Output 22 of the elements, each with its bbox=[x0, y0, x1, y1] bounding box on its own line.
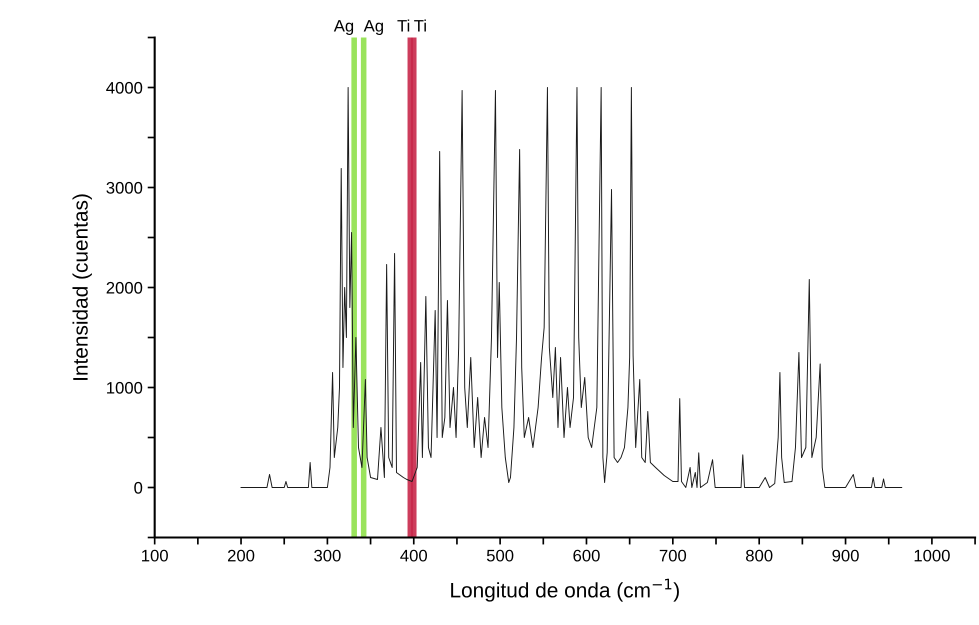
ref-line-label: Ag bbox=[334, 20, 354, 35]
y-tick-label: 2000 bbox=[106, 282, 142, 294]
x-tick-label: 800 bbox=[746, 550, 772, 562]
y-tick-label: 0 bbox=[134, 482, 142, 494]
x-tick-label: 1000 bbox=[914, 550, 950, 562]
ref-line-label: Ti bbox=[397, 19, 410, 32]
x-axis-title: Longitud de onda (cm$^{−1}$) bbox=[451, 578, 679, 602]
x-tick-label: 300 bbox=[314, 550, 341, 562]
x-tick-label: 600 bbox=[573, 550, 600, 562]
x-tick-label: 100 bbox=[142, 550, 168, 562]
y-axis-title: Intensidad (cuentas) bbox=[72, 194, 92, 380]
x-tick-label: 400 bbox=[400, 550, 428, 562]
line-series bbox=[240, 87, 902, 488]
x-tick-label: 900 bbox=[832, 550, 859, 562]
y-tick-label: 1000 bbox=[107, 382, 142, 394]
ref-line-label: Ag bbox=[364, 20, 383, 35]
x-tick-label: 500 bbox=[486, 550, 514, 562]
y-tick-label: 4000 bbox=[106, 82, 142, 94]
x-tick-label: 200 bbox=[228, 550, 254, 562]
x-tick-label: 700 bbox=[660, 550, 686, 562]
ref-line-label: Ti bbox=[414, 19, 426, 32]
y-tick-label: 3000 bbox=[106, 182, 142, 194]
